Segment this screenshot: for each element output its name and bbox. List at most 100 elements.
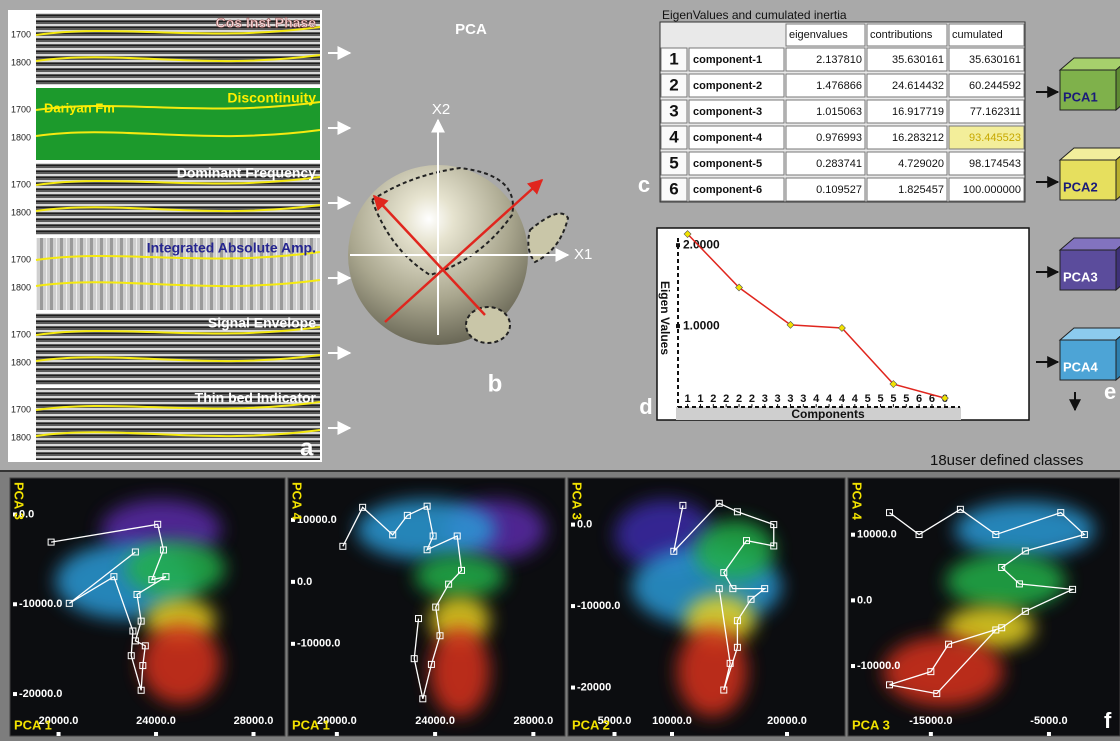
cube-front: [1059, 69, 1117, 111]
x-tick-label: 3: [787, 393, 793, 405]
cell-text: 77.162311: [970, 106, 1021, 118]
strip-title: Thin bed Indicator: [195, 390, 317, 406]
x-tick-label: 4: [839, 393, 846, 405]
eigen-marker: [786, 320, 795, 329]
class-center: [162, 573, 170, 581]
cell-text: 1.476866: [816, 80, 862, 92]
table-cell: [785, 99, 866, 124]
cube-side: [1115, 65, 1120, 112]
y-tick-label: 0.0: [19, 508, 34, 520]
class-center: [127, 652, 135, 660]
class-path: [51, 523, 167, 691]
y-tick: [851, 532, 855, 537]
class-center: [992, 626, 1000, 634]
y-axis-label: PCA 4: [850, 482, 865, 521]
class-center: [1057, 509, 1065, 517]
y-tick: [676, 243, 680, 248]
class-center: [141, 642, 149, 650]
strip-title: Integrated Absolute Amp.: [147, 240, 316, 256]
strip-title: Discontinuity: [227, 90, 316, 106]
x-tick: [56, 732, 61, 736]
panel-letter: c: [638, 172, 650, 197]
panel-b: [348, 118, 570, 345]
x-tick: [612, 732, 617, 736]
class-center: [339, 542, 347, 550]
x-tick-label: 1: [697, 393, 703, 405]
class-center: [747, 595, 755, 603]
cell-text: 0.283741: [816, 158, 862, 170]
x-axis-label: PCA 1: [14, 717, 52, 732]
y-tick: [851, 598, 855, 603]
class-center: [720, 686, 728, 694]
depth-label: 1700: [11, 329, 31, 339]
x-tick-label: 20000.0: [39, 715, 79, 727]
class-center: [159, 546, 167, 554]
x-axis-label: PCA 1: [292, 717, 330, 732]
panel-letter: e: [1104, 379, 1116, 404]
y-tick: [291, 641, 295, 646]
cell-text: component-3: [693, 106, 762, 118]
cell-text: 1: [669, 49, 678, 68]
chart-frame: [656, 227, 1030, 421]
table-cell: [866, 99, 948, 124]
class-center: [733, 617, 741, 625]
cell-text: 6: [669, 179, 678, 198]
class-center: [423, 546, 431, 554]
point-cloud: [954, 501, 1095, 558]
class-center: [956, 505, 964, 513]
x-tick-label: 1: [685, 393, 691, 405]
class-center: [733, 508, 741, 516]
cell-text: 60.244592: [969, 80, 1021, 92]
table-cell: [785, 125, 866, 150]
y-tick: [13, 602, 17, 607]
point-cloud: [694, 520, 775, 581]
x-tick-label: 3: [775, 393, 781, 405]
x-tick-label: 2: [710, 393, 716, 405]
class-center: [729, 585, 737, 593]
y-tick-label: -10000.0: [19, 598, 62, 610]
horizon: [35, 54, 321, 63]
x-tick-label: 4: [826, 393, 833, 405]
depth-label: 1800: [11, 57, 31, 67]
class-center: [403, 511, 411, 519]
header-cell: [948, 23, 1025, 47]
point-cloud: [883, 636, 1004, 707]
class-path: [889, 508, 1086, 695]
x-tick: [1046, 732, 1051, 736]
x-tick-label: 10000.0: [652, 715, 692, 727]
horizon: [35, 354, 321, 363]
attribute-strip: [36, 238, 320, 310]
x-tick-label: 3: [762, 393, 768, 405]
table-cell: [948, 151, 1025, 176]
class-center: [47, 538, 55, 546]
class-center: [389, 531, 397, 539]
class-center: [458, 566, 466, 574]
class-center: [410, 655, 418, 663]
x-tick-label: 20000.0: [317, 715, 357, 727]
table-cell: [660, 99, 688, 124]
cell-text: 100.000000: [963, 184, 1021, 196]
x-axis-label: Components: [791, 407, 865, 421]
x-tick: [928, 732, 933, 736]
cube-side: [1115, 155, 1120, 202]
class-center: [110, 573, 118, 581]
cell-text: 35.630161: [892, 54, 944, 66]
horizon: [35, 101, 321, 111]
table-cell: [688, 177, 785, 202]
y-tick: [571, 685, 575, 690]
class-center: [133, 590, 141, 598]
table-cell: [785, 151, 866, 176]
class-center: [733, 643, 741, 651]
horizon: [35, 326, 321, 336]
cell-text: 4: [669, 127, 679, 146]
class-center: [670, 547, 678, 555]
x-tick: [251, 732, 256, 736]
cell-text: component-5: [693, 158, 762, 170]
point-cloud: [125, 540, 225, 597]
class-path: [672, 502, 775, 691]
depth-label: 1800: [11, 132, 31, 142]
table-title: EigenValues and cumulated inertia: [662, 8, 847, 22]
class-center: [1080, 531, 1088, 539]
depth-label: 1800: [11, 282, 31, 292]
cell-text: 98.174543: [969, 158, 1021, 170]
